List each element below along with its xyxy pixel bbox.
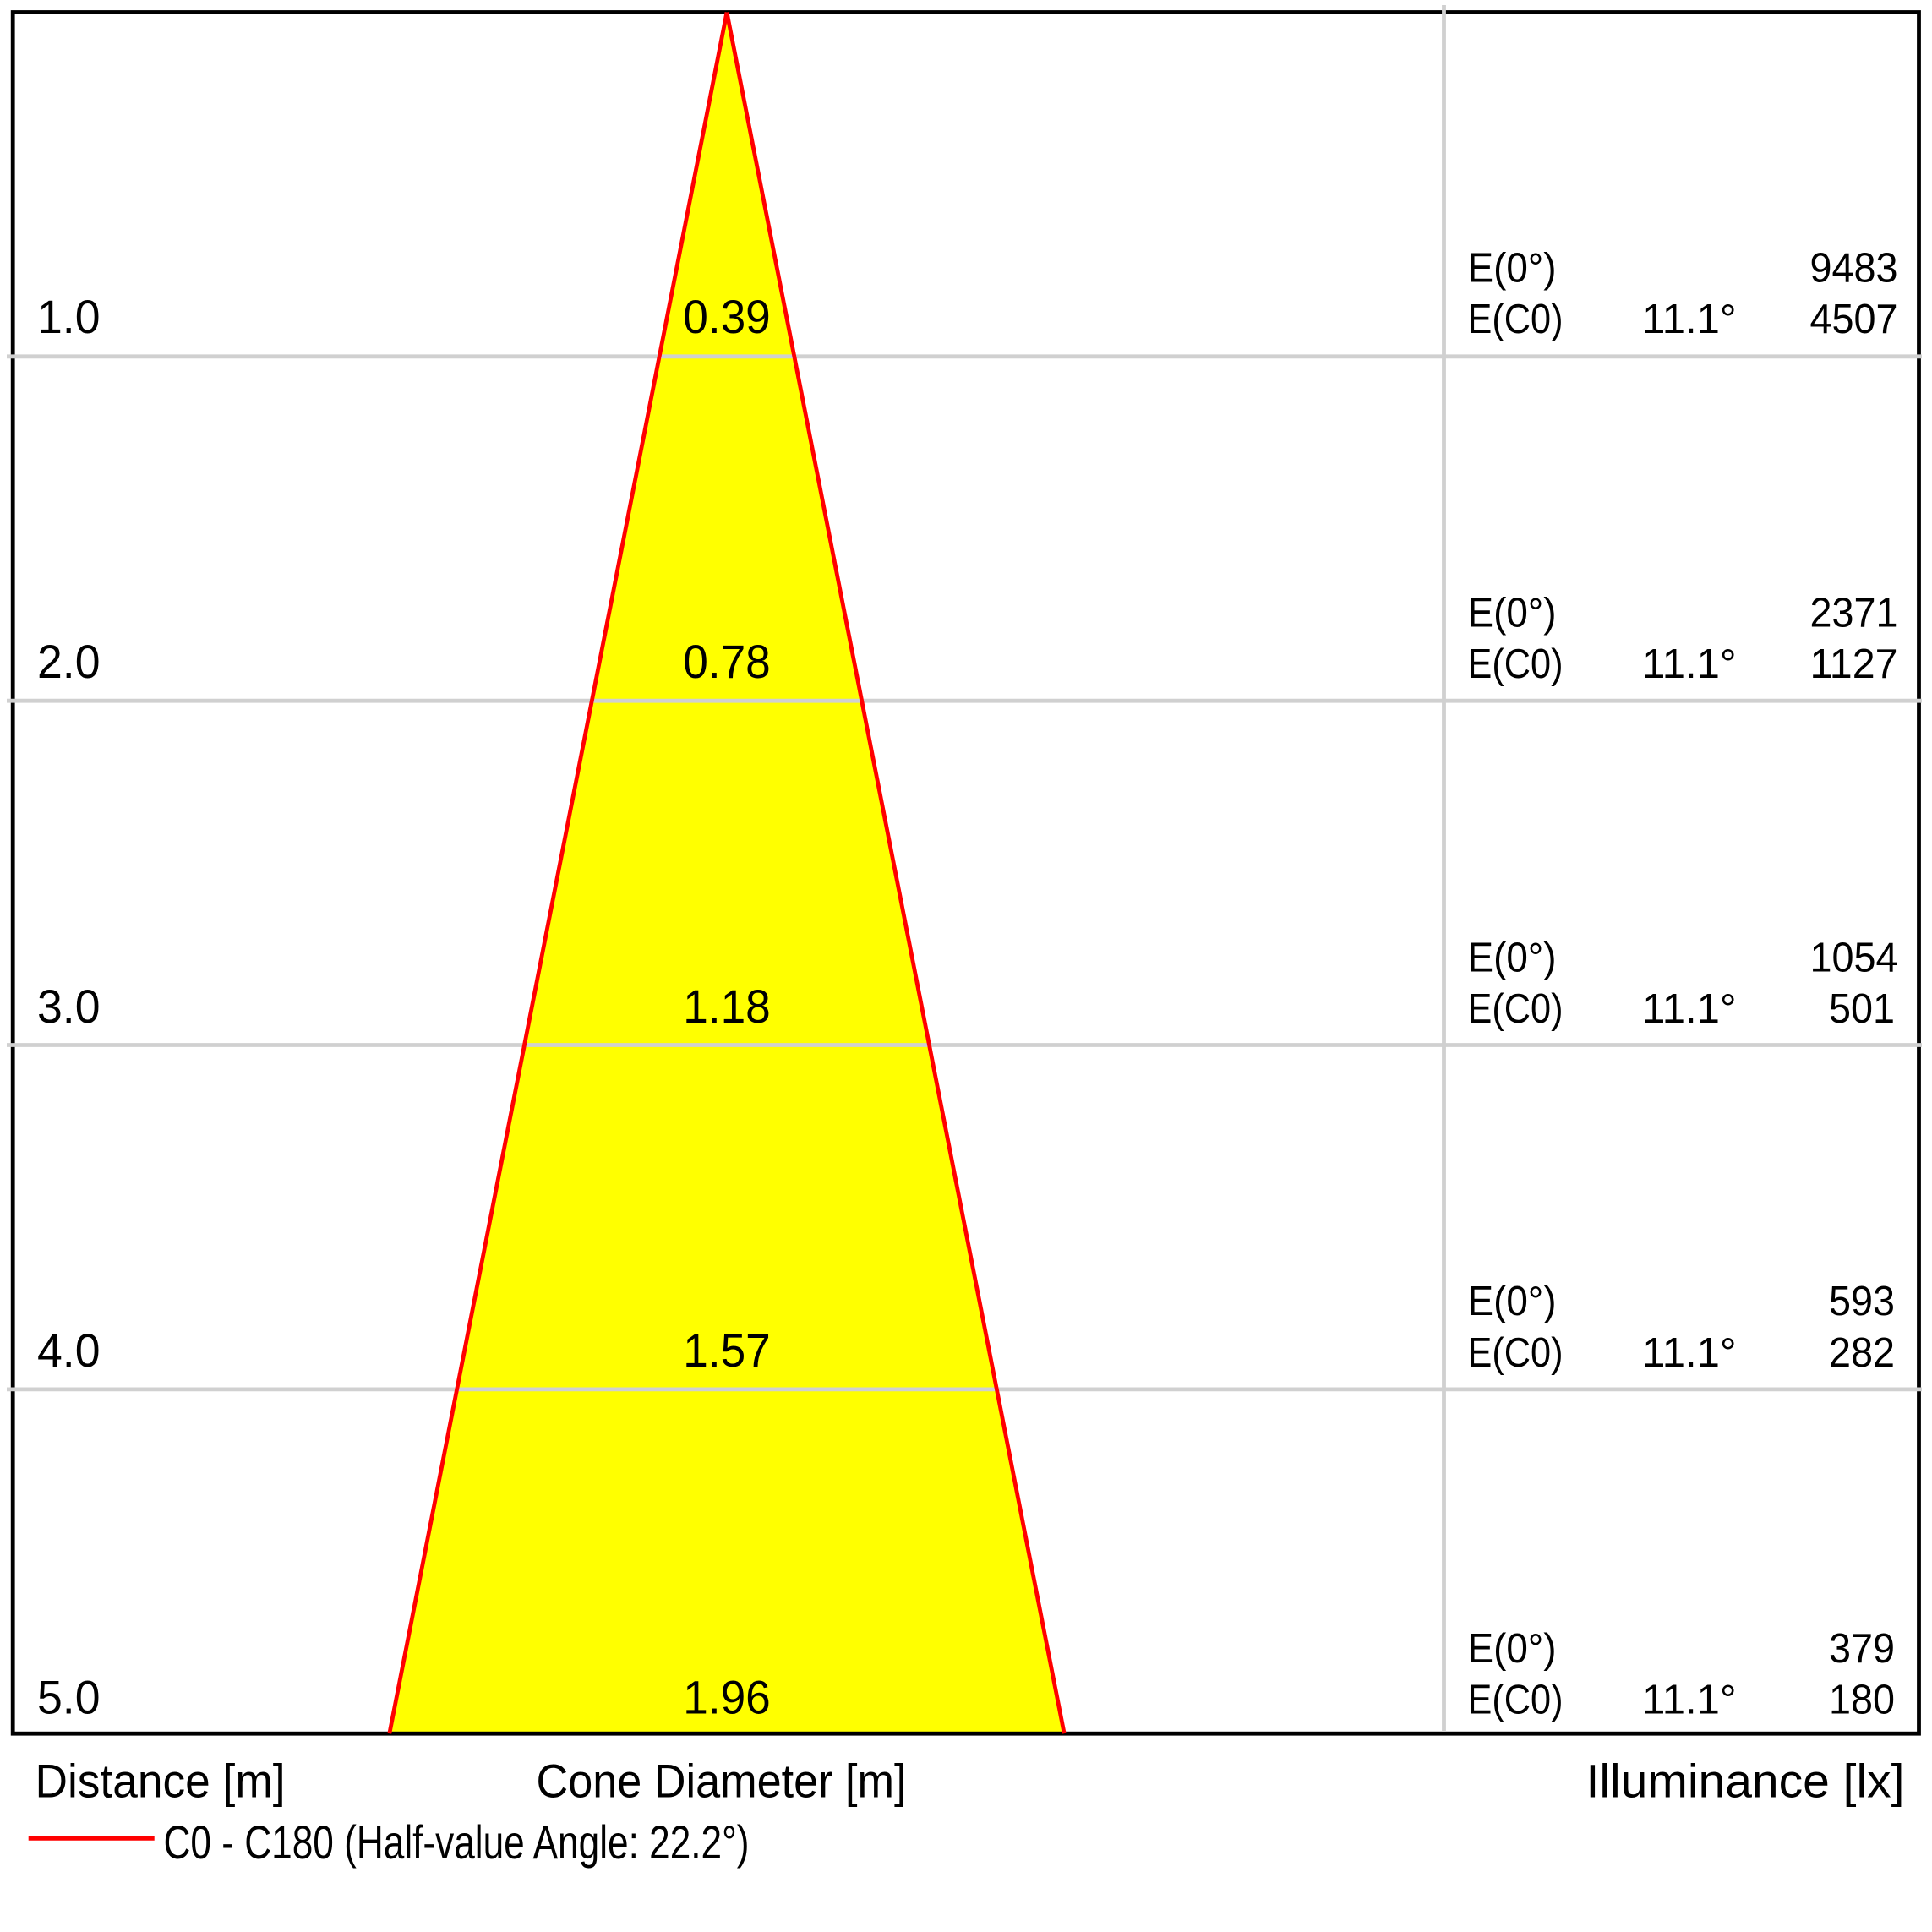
svg-text:11.1°: 11.1° [1642,1678,1736,1723]
svg-text:282: 282 [1829,1330,1895,1376]
svg-text:1054: 1054 [1810,935,1898,980]
svg-text:E(0°): E(0°) [1468,1626,1557,1672]
svg-text:2.0: 2.0 [37,635,101,688]
svg-text:E(C0): E(C0) [1468,1330,1564,1376]
svg-text:5.0: 5.0 [37,1671,101,1724]
svg-text:E(0°): E(0°) [1468,245,1557,291]
svg-text:1.0: 1.0 [37,290,101,343]
svg-text:E(C0): E(C0) [1468,986,1564,1032]
svg-text:9483: 9483 [1810,245,1898,291]
svg-text:11.1°: 11.1° [1642,297,1736,342]
svg-text:4507: 4507 [1810,297,1898,342]
svg-text:Distance [m]: Distance [m] [35,1755,286,1808]
svg-text:3.0: 3.0 [37,980,101,1033]
svg-text:0.39: 0.39 [683,290,771,343]
svg-text:C0 - C180 (Half-value Angle: 2: C0 - C180 (Half-value Angle: 22.2°) [164,1815,750,1869]
svg-text:E(0°): E(0°) [1468,591,1557,636]
svg-text:1.18: 1.18 [683,980,771,1033]
svg-text:1127: 1127 [1810,641,1898,687]
svg-text:E(0°): E(0°) [1468,935,1557,980]
svg-text:2371: 2371 [1810,591,1898,636]
svg-text:11.1°: 11.1° [1642,1330,1736,1376]
svg-text:0.78: 0.78 [683,635,771,688]
svg-text:Cone Diameter [m]: Cone Diameter [m] [537,1755,907,1808]
svg-text:379: 379 [1829,1626,1895,1672]
svg-text:11.1°: 11.1° [1642,986,1736,1032]
svg-text:E(C0): E(C0) [1468,297,1564,342]
svg-text:E(C0): E(C0) [1468,641,1564,687]
svg-text:501: 501 [1829,986,1895,1032]
svg-text:1.57: 1.57 [683,1323,771,1377]
svg-text:11.1°: 11.1° [1642,641,1736,687]
svg-text:E(0°): E(0°) [1468,1279,1557,1324]
svg-text:180: 180 [1829,1678,1895,1723]
svg-text:4.0: 4.0 [37,1323,101,1377]
svg-text:593: 593 [1829,1279,1895,1324]
svg-text:Illuminance [lx]: Illuminance [lx] [1586,1755,1905,1808]
svg-text:E(C0): E(C0) [1468,1678,1564,1723]
svg-text:1.96: 1.96 [683,1671,771,1724]
